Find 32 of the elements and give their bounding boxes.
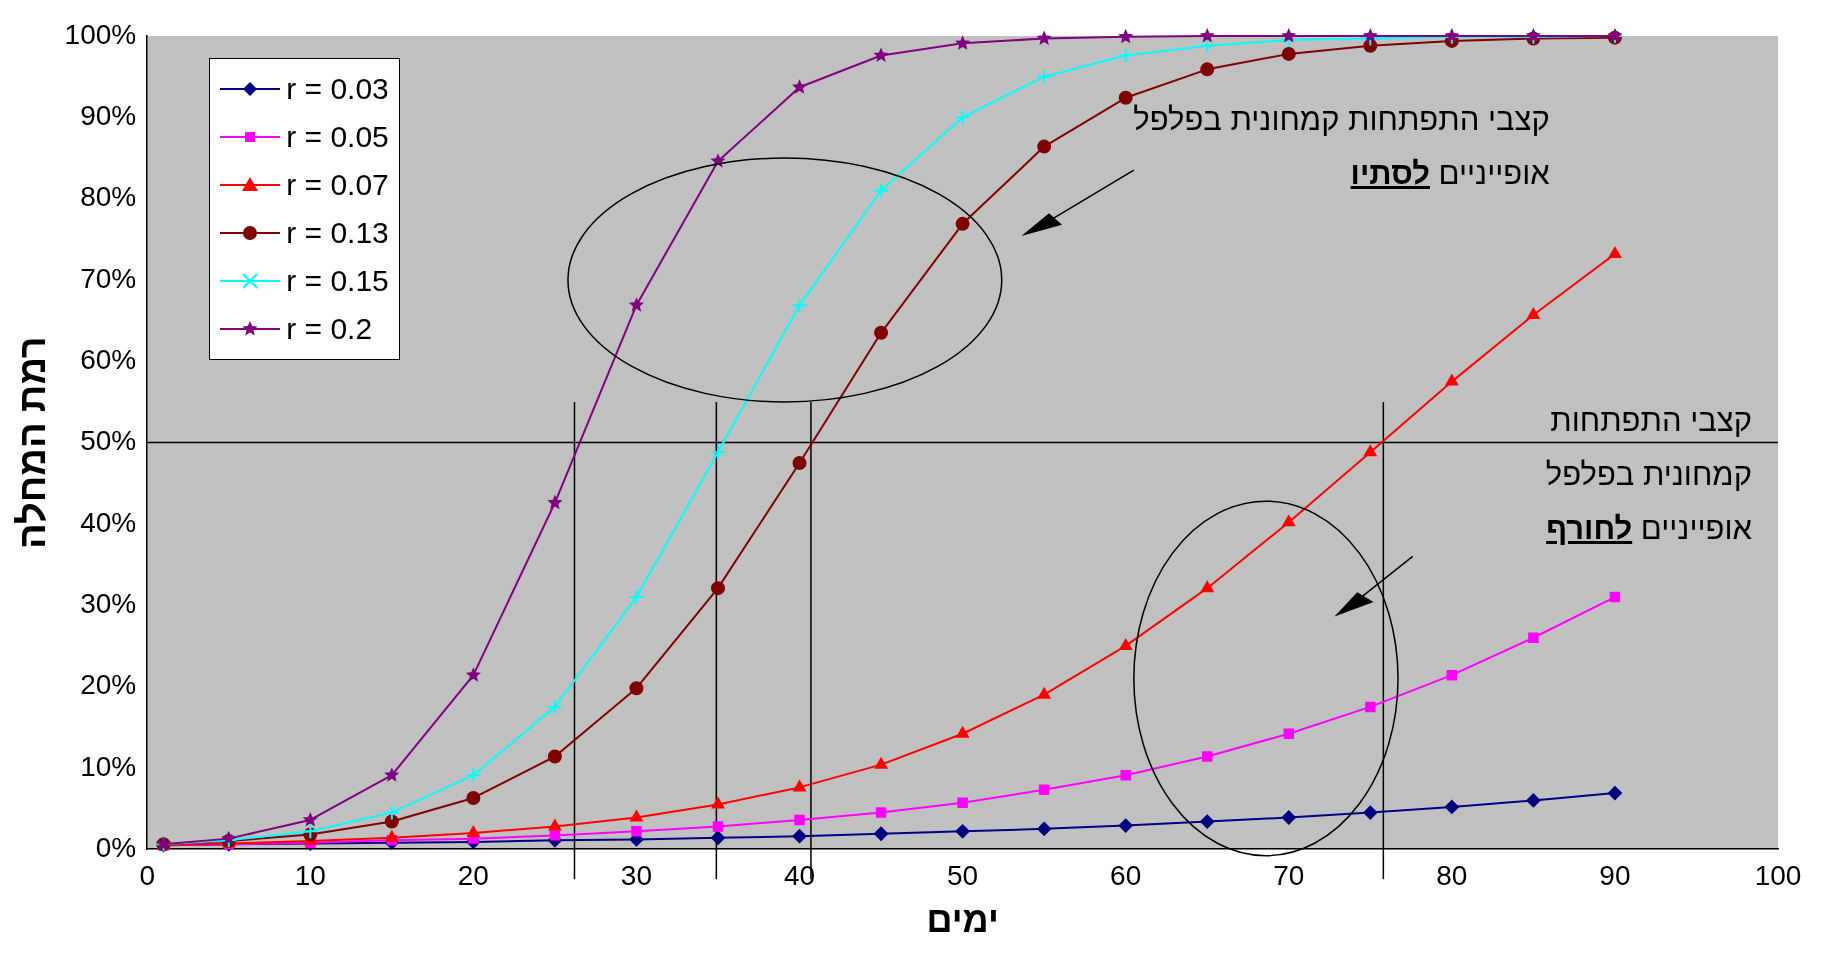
- y-tick-label: 50%: [80, 425, 137, 457]
- x-tick-label: 20: [457, 859, 489, 891]
- x-tick-label: 100: [1754, 859, 1802, 891]
- legend-label: r = 0.05: [286, 119, 389, 155]
- x-tick-label: 90: [1599, 859, 1631, 891]
- x-tick-label: 50: [947, 859, 979, 891]
- legend-label: r = 0.07: [286, 167, 389, 203]
- x-tick-label: 40: [783, 859, 816, 891]
- x-tick-label: 70: [1273, 859, 1305, 891]
- y-axis-title: רמת המחלה: [11, 336, 54, 549]
- x-tick-label: 80: [1436, 859, 1468, 891]
- legend-label: r = 0.03: [286, 71, 389, 107]
- y-tick-label: 20%: [80, 669, 137, 701]
- x-tick-label: 0: [139, 859, 155, 891]
- annotation: קצבי התפתחות קמחונית בפלפל אופייניים לחורף: [1545, 402, 1752, 546]
- y-tick-label: 40%: [80, 506, 137, 538]
- y-tick-label: 70%: [80, 262, 137, 294]
- x-axis-title: ימים: [926, 899, 999, 941]
- y-tick-label: 10%: [80, 750, 137, 782]
- y-tick-label: 0%: [95, 831, 137, 863]
- legend-label: r = 0.2: [286, 311, 373, 347]
- legend-label: r = 0.15: [286, 263, 389, 299]
- x-tick-label: 30: [620, 859, 653, 891]
- x-tick-label: 10: [294, 859, 326, 891]
- y-tick-label: 90%: [80, 100, 137, 132]
- y-tick-label: 60%: [80, 344, 137, 375]
- x-tick-label: 60: [1110, 859, 1142, 891]
- y-tick-label: 80%: [80, 181, 137, 213]
- y-tick-label: 30%: [80, 587, 137, 619]
- y-tick-label: 100%: [64, 18, 137, 50]
- legend-label: r = 0.13: [286, 215, 389, 251]
- annotation: קצבי התפתחות קמחונית בפלפל אופייניים לסתיו: [1133, 101, 1550, 191]
